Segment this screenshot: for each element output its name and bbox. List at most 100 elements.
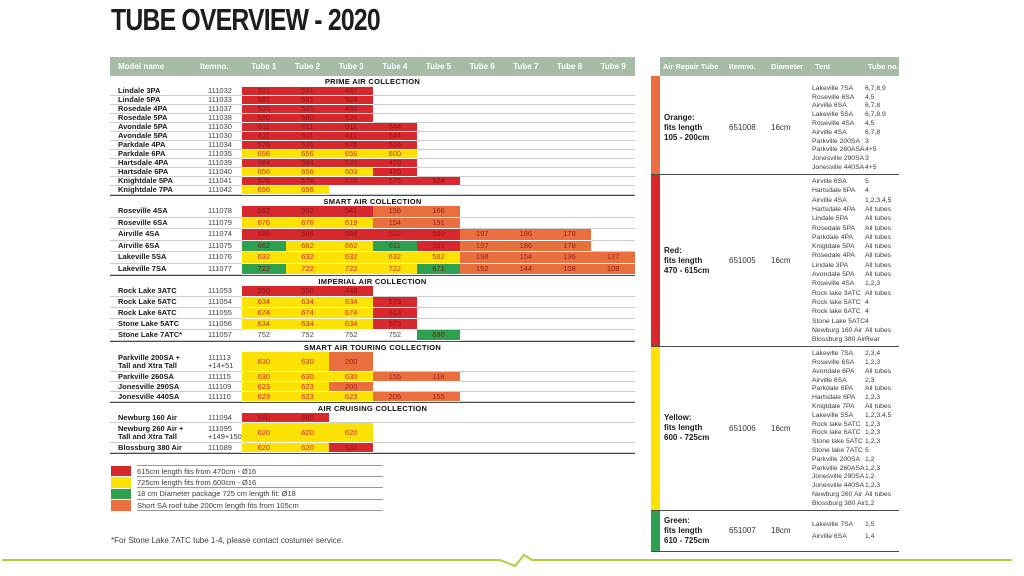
tube-length-cell: 632 <box>329 252 373 264</box>
model-name: Parkville 260SA <box>110 372 200 382</box>
table-row: Lakeville 7SA 111077 722 722 722 722 671 152 144… <box>110 263 635 275</box>
section-color-bar <box>651 347 660 510</box>
empty-cell <box>591 229 635 241</box>
tent-tube-numbers: 1,2,3,4,5 <box>865 411 892 419</box>
model-name: Jonesville 290SA <box>110 382 200 392</box>
tent-row: Stone Lake 5ATC 4 <box>812 316 899 325</box>
tube-length-cell: 620 <box>242 443 286 453</box>
table-bottom-line <box>110 453 635 454</box>
section-label: Orange: fits length 105 - 200cm <box>660 113 726 143</box>
empty-cell <box>504 218 548 229</box>
empty-cell <box>329 186 373 195</box>
tent-row: Rock lake 5ATC 1,2,3 <box>812 420 899 429</box>
tube-length-cell: 144 <box>504 263 548 275</box>
air-repair-tube-table: Air Repair Tube Itemno. Diameter Tent Tube n… <box>651 57 899 552</box>
tent-row: Airville 6SA 2,3 <box>812 376 899 385</box>
legend-text: 18 cm Diameter package 725 cm length fit… <box>137 488 383 500</box>
empty-cell <box>373 186 417 195</box>
tent-tube-numbers: 2,3 <box>865 376 875 384</box>
model-name: Parkdale 6PA <box>110 150 200 159</box>
table-row: Rock Lake 5ATC 111054 634 634 634 573 <box>110 297 635 308</box>
empty-cell <box>373 105 417 114</box>
legend-item: Short SA roof tube 200cm length fits fro… <box>111 500 383 511</box>
model-name: Lindale 3PA <box>110 87 200 96</box>
tent-row: Rock lake 6ATC 1,2,3 <box>812 428 899 437</box>
empty-cell <box>460 105 504 114</box>
column-header: Itemno. <box>729 62 756 71</box>
tube-length-cell: 611 <box>285 123 330 132</box>
section-label-line: Orange: <box>664 112 695 122</box>
tube-length-cell: 722 <box>285 263 330 275</box>
tent-row: Lakeville 7SA 2,3,4 <box>812 349 899 358</box>
table-row: Stone Lake 7ATC* 111057 752 752 752 752 680 <box>110 330 635 341</box>
empty-cell <box>547 168 592 177</box>
tube-length-cell: 634 <box>242 319 286 330</box>
table-row: Hartsdale 4PA 111039 584 584 520 470 <box>110 159 635 168</box>
section-label-line: 470 - 615cm <box>664 265 710 275</box>
tube-length-cell: 550 <box>285 286 330 297</box>
tent-tube-numbers: 4 <box>865 298 869 306</box>
item-number: 111074 <box>200 229 242 241</box>
empty-cell <box>547 352 592 372</box>
tent-tube-numbers: 4,5 <box>865 93 875 101</box>
empty-cell <box>373 382 417 392</box>
tent-tube-numbers: All tubes <box>865 224 892 232</box>
tent-name: Stone Lake 5ATC <box>812 317 866 325</box>
empty-cell <box>504 177 548 186</box>
empty-cell <box>591 423 635 443</box>
tube-length-cell: 550 <box>242 286 286 297</box>
section-label-line: fits length <box>664 255 703 265</box>
empty-cell <box>504 443 548 453</box>
empty-cell <box>504 308 548 319</box>
tube-length-cell: 582 <box>416 252 461 264</box>
tent-tube-numbers: 4 <box>865 317 869 325</box>
tent-list: Lakeville 7SA 1,5 Airville 6SA 1,4 <box>812 519 899 543</box>
empty-cell <box>460 286 504 297</box>
empty-cell <box>416 352 461 372</box>
empty-cell <box>591 382 635 392</box>
tube-length-cell: 531 <box>285 87 330 96</box>
tent-list: Airville 6SA 5 Hartsdale 6PA 4 Airville 4SA 1… <box>812 177 899 344</box>
empty-cell <box>460 206 504 218</box>
tube-length-cell: 632 <box>285 252 330 264</box>
table-row: Parkville 260SA 111115 630 630 630 155 118 <box>110 372 635 382</box>
table-row: Avondale 5PA 111030 611 611 611 544 <box>110 123 635 132</box>
model-name: Avondale 5PA <box>110 132 200 141</box>
tent-row: Lakeville 7SA 6,7,8,9 <box>812 84 899 93</box>
model-name: Newburg 160 Air <box>110 413 200 423</box>
empty-cell <box>460 382 504 392</box>
tent-row: Lakeville 5SA 1,2,3,4,5 <box>812 411 899 420</box>
tent-row: Blossburg 380 Air 1,2 <box>812 499 899 508</box>
model-name: Lakeville 5SA <box>110 252 200 264</box>
tube-length-cell: 156 <box>373 206 417 218</box>
tent-tube-numbers: 5 <box>865 446 869 454</box>
empty-cell <box>547 330 592 341</box>
repair-section: Orange: fits length 105 - 200cm 651008 16cm L… <box>651 76 899 175</box>
tube-length-cell: 581 <box>285 96 330 105</box>
item-number: 111094 <box>200 413 242 423</box>
tube-length-cell: 108 <box>547 263 592 275</box>
tent-name: Roseville 6SA <box>812 93 855 101</box>
empty-cell <box>460 372 504 382</box>
section-title: IMPERIAL AIR COLLECTION <box>110 275 635 286</box>
empty-cell <box>591 123 635 132</box>
empty-cell <box>591 443 635 453</box>
item-number: 111038 <box>200 114 242 123</box>
empty-cell <box>547 206 592 218</box>
tent-row: Rosedale 4PA All tubes <box>812 251 899 260</box>
item-number: 111032 <box>200 87 242 96</box>
tent-row: Roseville 6SA 1,2,3 <box>812 358 899 367</box>
empty-cell <box>504 319 548 330</box>
tent-tube-numbers: 1,2,3 <box>865 464 881 472</box>
empty-cell <box>547 114 592 123</box>
tube-length-cell: 656 <box>285 150 330 159</box>
tube-length-cell: 611 <box>373 240 417 252</box>
empty-cell <box>547 141 592 150</box>
column-header: Tube 7 <box>513 62 539 71</box>
empty-cell <box>547 123 592 132</box>
repair-section-content: Yellow: fits length 600 - 725cm 651006 16cm L… <box>660 347 899 509</box>
tube-length-cell: 662 <box>329 240 373 252</box>
model-name: Rock Lake 3ATC <box>110 286 200 297</box>
model-name: Rosedale 5PA <box>110 114 200 123</box>
table-row: Rosedale 5PA 111038 580 580 524 <box>110 114 635 123</box>
